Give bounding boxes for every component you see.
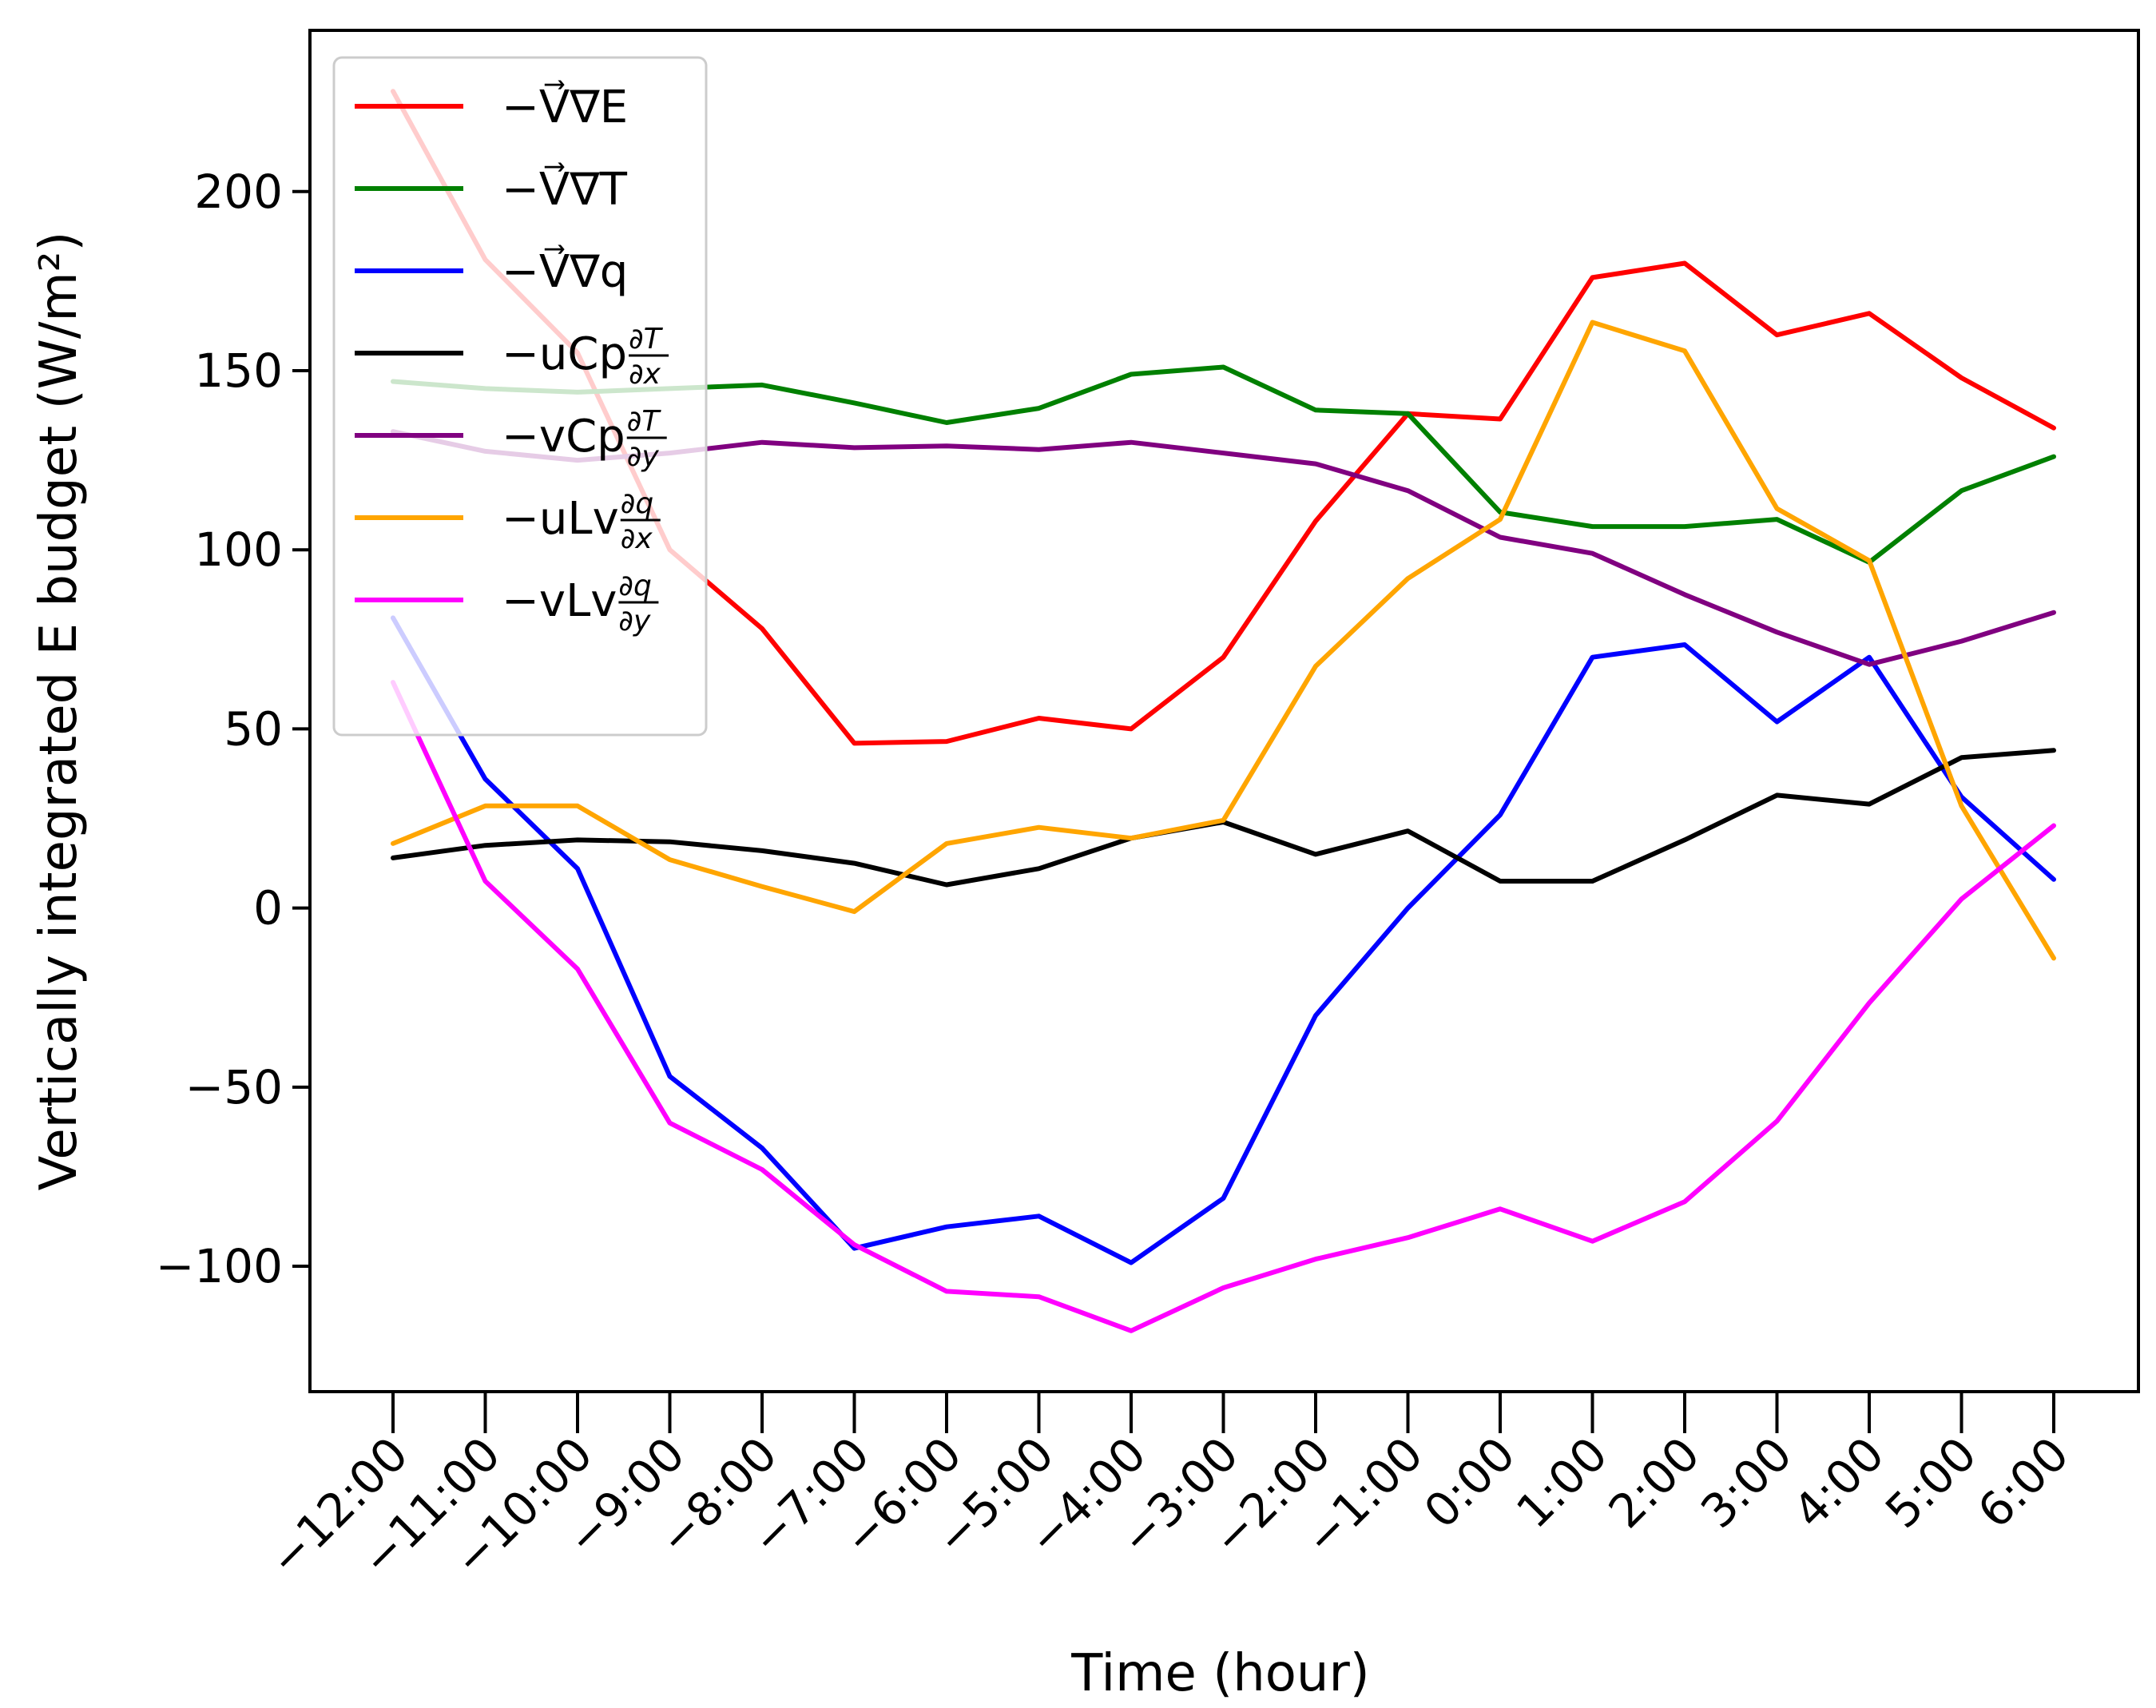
legend-frac-denominator: ∂x bbox=[621, 522, 653, 555]
series-line-6 bbox=[391, 680, 2056, 1333]
legend-frac-denominator: ∂y bbox=[627, 440, 660, 473]
legend-frac-numerator: ∂T bbox=[627, 405, 662, 438]
legend-label-1: −V⃗∇T bbox=[502, 162, 628, 216]
legend-frac-denominator: ∂x bbox=[629, 358, 661, 391]
legend-label-3: −uCp bbox=[502, 328, 627, 380]
legend-box bbox=[332, 56, 708, 737]
legend-frac-numerator: ∂T bbox=[629, 323, 664, 356]
y-tick-label: 150 bbox=[194, 344, 283, 398]
y-tick-label: −50 bbox=[185, 1060, 283, 1114]
x-axis-label: Time (hour) bbox=[1070, 1644, 1370, 1703]
y-axis-label: Vertically integrated E budget (W/m²) bbox=[30, 232, 89, 1191]
legend-label-4: −vCp bbox=[502, 411, 625, 463]
y-tick-label: 50 bbox=[224, 701, 283, 756]
legend-frac-denominator: ∂y bbox=[618, 605, 651, 638]
series-line-5 bbox=[391, 320, 2056, 961]
legend-frac-numerator: ∂q bbox=[621, 487, 653, 520]
series-line-2 bbox=[391, 615, 2056, 1265]
legend: −V⃗∇E−V⃗∇T−V⃗∇q−uCp ∂T∂x−vCp ∂T∂y−uLv ∂q∂x−… bbox=[332, 56, 708, 737]
y-axis: −100 −50 0 50 100 150 200 bbox=[156, 165, 310, 1293]
y-tick-label: 200 bbox=[194, 165, 283, 219]
y-tick-label: 100 bbox=[194, 522, 283, 577]
legend-frac-numerator: ∂q bbox=[618, 570, 651, 602]
legend-label-5: −uLv bbox=[502, 493, 619, 545]
legend-label-6: −vLv bbox=[502, 575, 617, 627]
legend-label-0: −V⃗∇E bbox=[502, 80, 628, 133]
y-tick-label: 0 bbox=[253, 881, 283, 935]
y-tick-label: −100 bbox=[156, 1239, 283, 1293]
legend-label-2: −V⃗∇q bbox=[502, 244, 628, 298]
